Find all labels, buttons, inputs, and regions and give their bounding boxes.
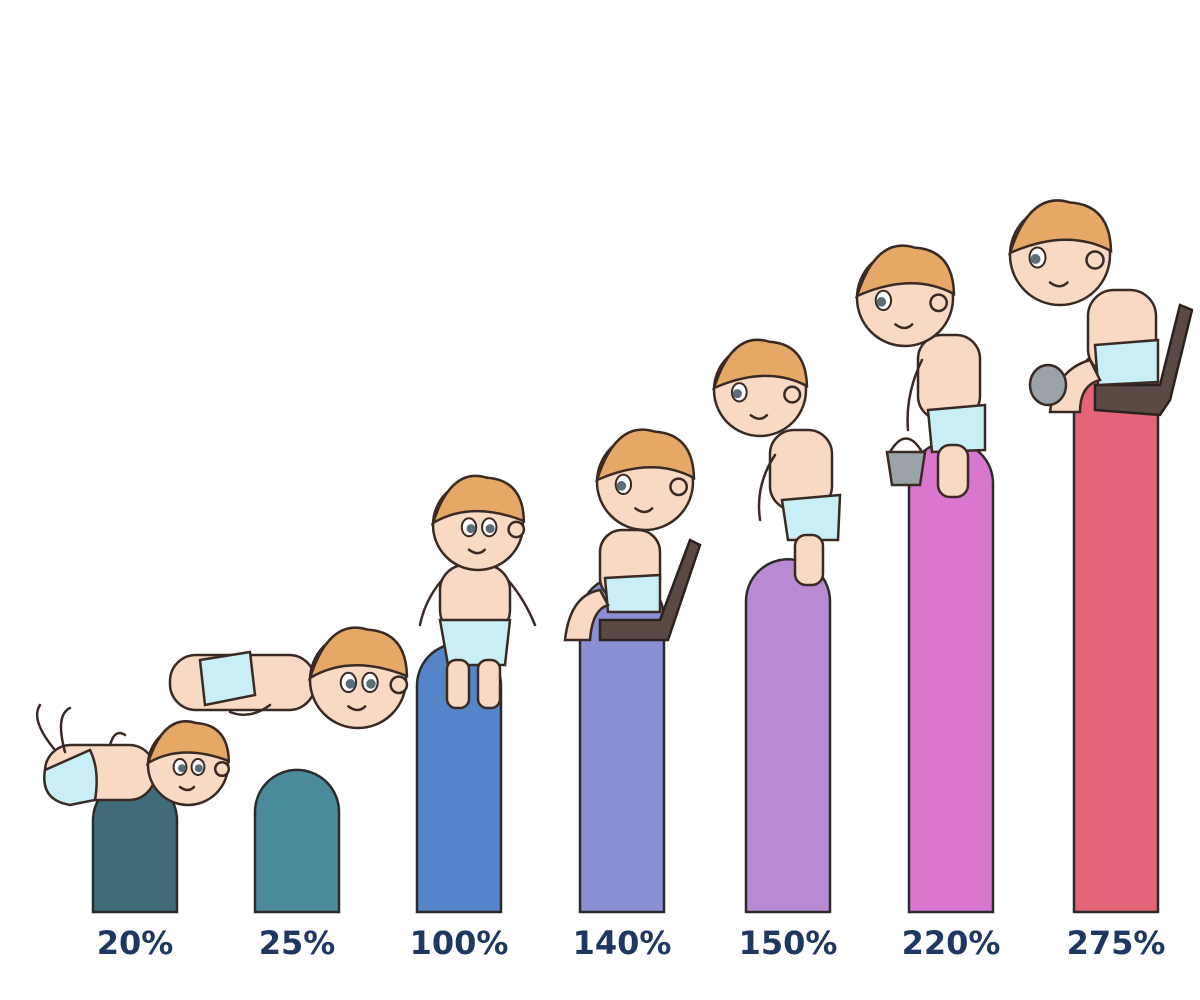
baby-lying-back-icon <box>35 703 231 807</box>
baby-on-chair-with-pot-icon <box>1007 199 1194 417</box>
value-label: 275% <box>1067 924 1166 962</box>
value-labels-group: 20% 25% 100% 140% 150% 220% 275% <box>97 924 1166 962</box>
baby-sitting-on-chair-icon <box>563 428 702 642</box>
baby-carrying-bucket-icon <box>854 244 987 499</box>
bar <box>1072 347 1160 914</box>
value-label: 140% <box>573 924 672 962</box>
baby-walking-icon <box>711 338 842 587</box>
baby-standing-icon <box>418 474 537 710</box>
bar <box>253 768 341 914</box>
value-label: 25% <box>259 924 336 962</box>
illustrations-group <box>35 199 1194 807</box>
value-label: 220% <box>902 924 1001 962</box>
value-label: 20% <box>97 924 174 962</box>
bar <box>744 558 832 914</box>
bar <box>907 440 995 914</box>
value-label: 100% <box>410 924 509 962</box>
value-label: 150% <box>739 924 838 962</box>
baby-lying-on-side-icon <box>168 626 409 730</box>
bars-group <box>91 347 1160 914</box>
